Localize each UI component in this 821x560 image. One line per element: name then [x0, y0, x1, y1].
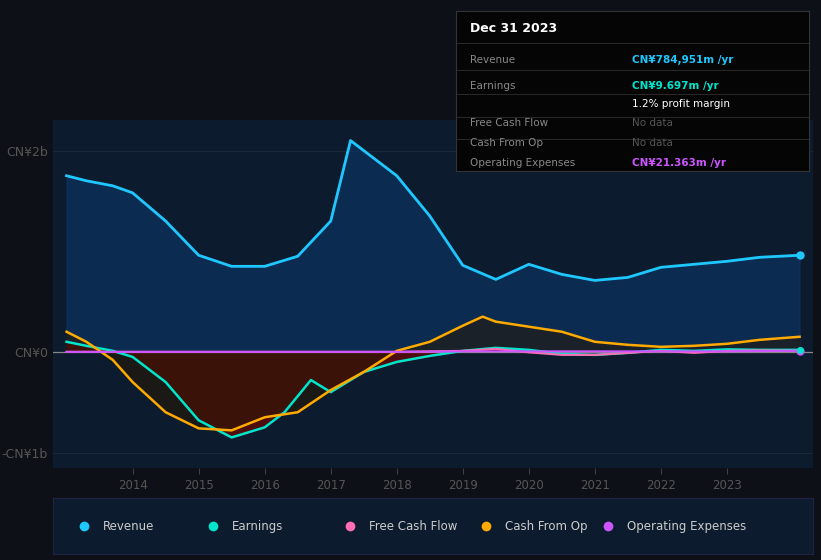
Text: Earnings: Earnings	[232, 520, 283, 533]
Text: CN¥784,951m /yr: CN¥784,951m /yr	[632, 55, 733, 66]
Text: Operating Expenses: Operating Expenses	[470, 157, 575, 167]
Text: CN¥9.697m /yr: CN¥9.697m /yr	[632, 81, 719, 91]
Text: Operating Expenses: Operating Expenses	[626, 520, 746, 533]
Text: Cash From Op: Cash From Op	[505, 520, 588, 533]
Text: Free Cash Flow: Free Cash Flow	[369, 520, 457, 533]
Text: Cash From Op: Cash From Op	[470, 138, 543, 148]
Text: Earnings: Earnings	[470, 81, 516, 91]
Text: No data: No data	[632, 138, 673, 148]
Text: Revenue: Revenue	[470, 55, 515, 66]
Text: CN¥21.363m /yr: CN¥21.363m /yr	[632, 157, 726, 167]
Text: Revenue: Revenue	[103, 520, 154, 533]
Text: No data: No data	[632, 118, 673, 128]
Text: Free Cash Flow: Free Cash Flow	[470, 118, 548, 128]
Text: Dec 31 2023: Dec 31 2023	[470, 22, 557, 35]
Text: 1.2% profit margin: 1.2% profit margin	[632, 99, 730, 109]
